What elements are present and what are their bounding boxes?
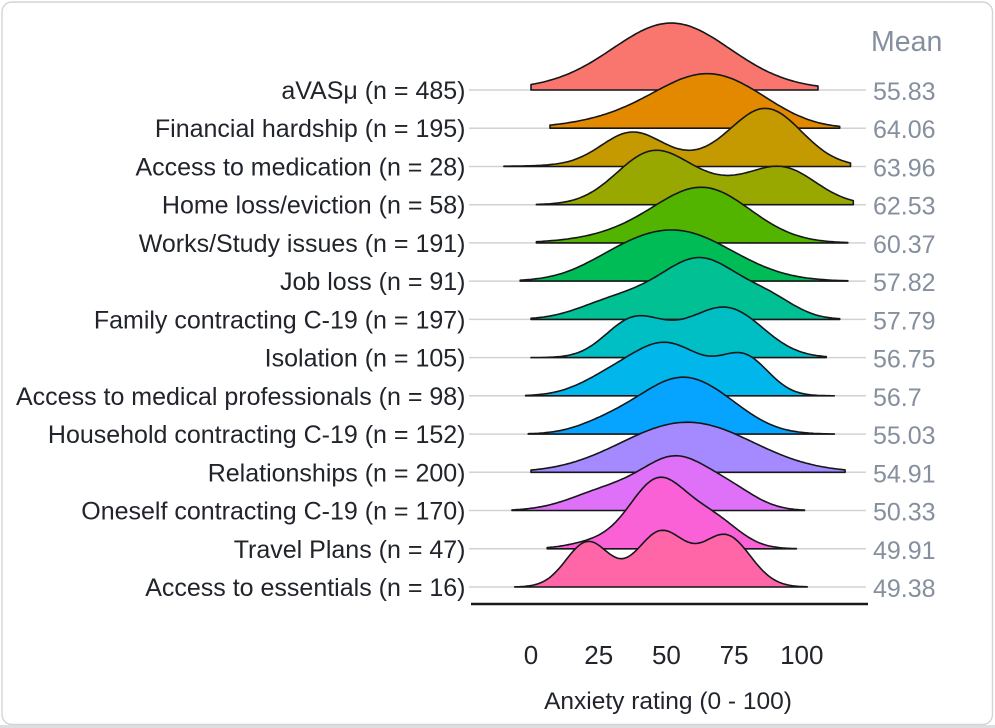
svg-text:49.91: 49.91 [873, 537, 936, 565]
svg-text:56.7: 56.7 [873, 384, 922, 412]
svg-text:Family contracting C-19 (n = 1: Family contracting C-19 (n = 197) [94, 306, 466, 334]
svg-text:57.79: 57.79 [873, 307, 936, 335]
svg-text:Works/Study issues (n = 191): Works/Study issues (n = 191) [139, 230, 466, 258]
svg-text:aVASμ (n = 485): aVASμ (n = 485) [281, 77, 465, 105]
svg-text:63.96: 63.96 [873, 155, 936, 183]
svg-text:75: 75 [720, 640, 749, 670]
svg-text:50.33: 50.33 [873, 499, 936, 527]
svg-text:Oneself contracting C-19 (n =: Oneself contracting C-19 (n = 170) [81, 498, 465, 526]
svg-text:55.03: 55.03 [873, 422, 936, 450]
svg-text:Access to essentials (n = 16): Access to essentials (n = 16) [145, 574, 465, 602]
svg-text:Access to medication (n = 28): Access to medication (n = 28) [135, 154, 465, 182]
svg-text:55.83: 55.83 [873, 78, 936, 106]
svg-text:Home loss/eviction (n = 58): Home loss/eviction (n = 58) [162, 192, 466, 220]
svg-text:100: 100 [780, 640, 823, 670]
svg-text:57.82: 57.82 [873, 269, 936, 297]
svg-text:Relationships (n = 200): Relationships (n = 200) [208, 459, 466, 487]
svg-text:Financial hardship (n = 195): Financial hardship (n = 195) [155, 115, 466, 143]
svg-text:Anxiety rating (0 - 100): Anxiety rating (0 - 100) [544, 688, 792, 715]
svg-text:Isolation (n = 105): Isolation (n = 105) [265, 345, 466, 373]
svg-text:56.75: 56.75 [873, 346, 936, 374]
svg-text:Access to medical professional: Access to medical professionals (n = 98) [16, 383, 466, 411]
svg-text:0: 0 [524, 640, 538, 670]
svg-text:Travel Plans (n = 47): Travel Plans (n = 47) [234, 536, 466, 564]
svg-text:54.91: 54.91 [873, 460, 936, 488]
svg-text:Job loss (n = 91): Job loss (n = 91) [280, 268, 466, 296]
svg-text:25: 25 [584, 640, 613, 670]
svg-text:50: 50 [652, 640, 681, 670]
svg-text:Mean: Mean [871, 26, 942, 58]
svg-text:Household contracting C-19 (n: Household contracting C-19 (n = 152) [48, 421, 466, 449]
svg-text:49.38: 49.38 [873, 575, 936, 603]
svg-text:62.53: 62.53 [873, 193, 936, 221]
svg-text:64.06: 64.06 [873, 116, 936, 144]
svg-text:60.37: 60.37 [873, 231, 936, 259]
